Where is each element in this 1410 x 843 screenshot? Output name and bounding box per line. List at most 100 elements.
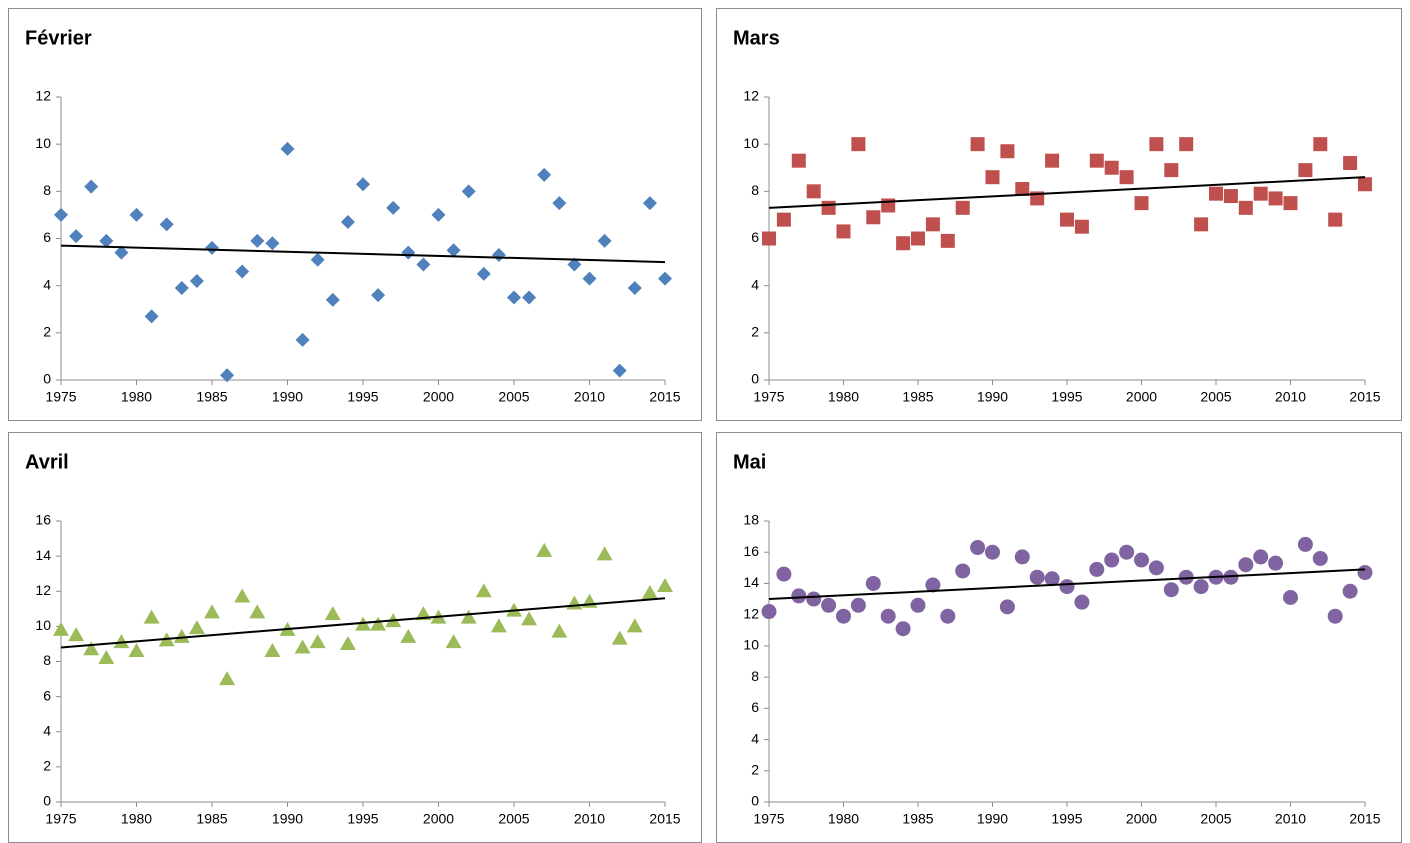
x-tick-label: 1985 — [902, 389, 933, 405]
y-tick-label: 14 — [743, 574, 759, 590]
point — [1134, 196, 1149, 211]
point — [129, 207, 144, 222]
point — [1209, 186, 1223, 201]
point — [955, 563, 971, 579]
trend-line — [768, 568, 1366, 601]
point — [970, 540, 986, 556]
point — [324, 606, 341, 621]
x-tick-label: 2010 — [574, 389, 605, 405]
point — [806, 591, 822, 607]
panel: Avril 0 2 4 6 8 10 12 14 16 1975 1980 1985 1990 1995 20… — [8, 432, 702, 843]
point — [143, 609, 160, 624]
point — [356, 177, 370, 192]
point — [99, 233, 114, 248]
point — [880, 608, 896, 624]
point — [416, 257, 431, 272]
y-tick-label: 14 — [35, 547, 51, 563]
point — [791, 153, 806, 168]
point — [836, 224, 851, 239]
point — [641, 585, 658, 600]
point — [1357, 565, 1373, 581]
point — [1312, 550, 1328, 566]
chart-title: Avril — [25, 451, 69, 473]
point — [128, 642, 145, 657]
x-tick-label: 1975 — [45, 389, 76, 405]
x-tick-label: 1990 — [272, 811, 303, 827]
point — [204, 604, 220, 619]
point — [1044, 571, 1060, 587]
x-tick-label: 2015 — [1349, 811, 1380, 827]
x-tick-label: 2015 — [649, 811, 680, 827]
point — [250, 233, 265, 248]
point — [1014, 549, 1030, 565]
chart: Mai 0 2 4 6 8 10 12 14 16 18 1975 1980 1985 1990 1995 20… — [733, 451, 1381, 827]
x-tick-label: 1990 — [977, 811, 1008, 827]
point — [1283, 589, 1298, 605]
x-tick-label: 1985 — [902, 811, 933, 827]
point — [910, 597, 926, 613]
point — [776, 566, 792, 582]
point — [401, 245, 416, 260]
point — [521, 611, 538, 626]
y-tick-label: 4 — [751, 276, 759, 292]
point — [476, 266, 491, 281]
point — [582, 271, 597, 286]
point — [235, 264, 250, 279]
point — [309, 634, 326, 649]
y-tick-label: 12 — [35, 582, 51, 598]
trend-line — [768, 176, 1366, 209]
x-tick-label: 1990 — [977, 389, 1008, 405]
y-tick-label: 12 — [35, 88, 51, 104]
point — [925, 577, 941, 593]
point — [113, 634, 130, 649]
x-tick-label: 1980 — [121, 389, 152, 405]
point — [173, 628, 190, 643]
point — [1343, 156, 1358, 171]
y-tick-label: 12 — [743, 605, 759, 621]
x-tick-label: 1980 — [828, 389, 859, 405]
point — [1178, 569, 1194, 585]
panel: Mars 0 2 4 6 8 10 12 1975 1980 1985 1990 1995 2000 200… — [716, 8, 1402, 421]
point — [536, 542, 553, 557]
point — [1104, 552, 1120, 568]
x-tick-label: 2005 — [1200, 811, 1231, 827]
point — [234, 588, 251, 603]
point — [280, 141, 295, 156]
point — [371, 288, 386, 303]
y-tick-label: 0 — [751, 793, 759, 809]
point — [1059, 579, 1075, 595]
y-tick-label: 4 — [43, 276, 51, 292]
point — [596, 546, 613, 561]
x-tick-label: 2010 — [574, 811, 605, 827]
point — [1149, 137, 1164, 152]
y-tick-label: 2 — [751, 761, 759, 777]
point — [896, 236, 911, 251]
point — [985, 544, 1000, 560]
point — [762, 231, 776, 246]
point — [174, 281, 189, 296]
panel: Février 0 2 4 6 8 10 12 1975 1980 1985 1990 1995 2000… — [8, 8, 702, 421]
y-tick-label: 18 — [743, 512, 759, 528]
x-tick-label: 2000 — [423, 389, 454, 405]
point — [144, 309, 159, 324]
y-tick-label: 6 — [43, 687, 51, 703]
point — [865, 575, 881, 591]
point — [325, 292, 340, 307]
x-tick-label: 2005 — [498, 811, 529, 827]
y-tick-label: 8 — [751, 182, 759, 198]
point — [294, 639, 311, 654]
x-tick-label: 1975 — [45, 811, 76, 827]
point — [295, 332, 310, 347]
y-tick-label: 10 — [743, 637, 759, 653]
point — [1223, 189, 1238, 204]
y-tick-label: 6 — [751, 699, 759, 715]
point — [970, 137, 985, 152]
point — [386, 200, 401, 215]
y-tick-label: 4 — [43, 722, 51, 738]
point — [940, 608, 956, 624]
point — [83, 641, 100, 656]
x-tick-label: 2010 — [1275, 811, 1306, 827]
point — [850, 597, 866, 613]
point — [84, 179, 99, 194]
point — [1119, 170, 1134, 185]
